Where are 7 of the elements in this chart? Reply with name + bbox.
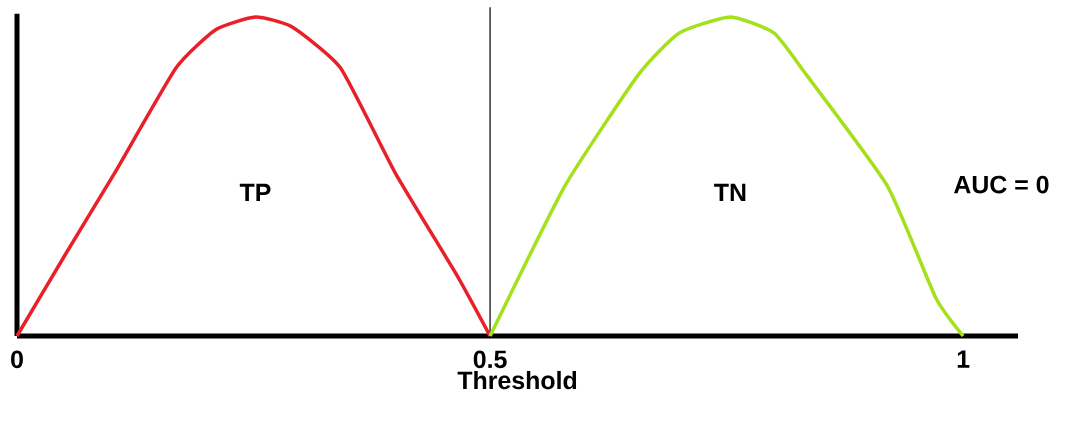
annotation: TP bbox=[239, 183, 271, 202]
x-tick-label: 0 bbox=[11, 350, 23, 369]
x-axis-title: Threshold bbox=[457, 370, 577, 390]
x-tick-label: 1 bbox=[957, 350, 970, 368]
annotation: AUC = 0 bbox=[953, 175, 1049, 194]
annotation: TN bbox=[714, 183, 746, 202]
x-tick-label: 0.5 bbox=[473, 350, 507, 369]
